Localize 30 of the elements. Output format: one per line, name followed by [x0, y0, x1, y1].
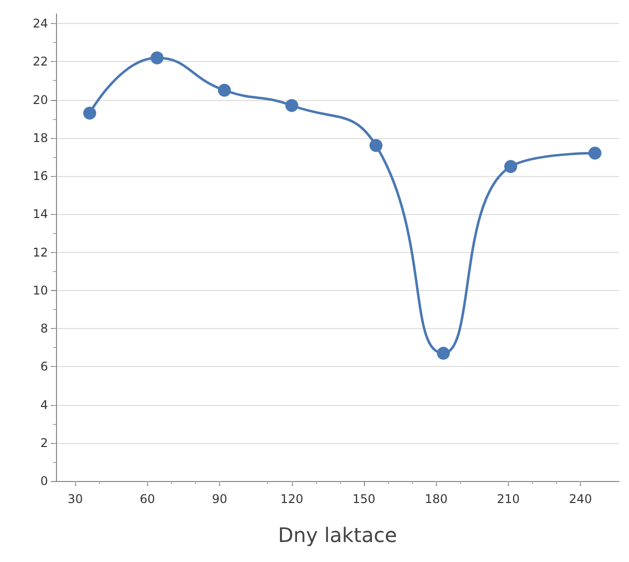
y-tick-label: 0 [40, 474, 48, 488]
x-tick-label: 180 [424, 492, 448, 506]
x-tick-label: 90 [212, 492, 228, 506]
y-tick-label: 16 [32, 169, 48, 184]
y-tick-label: 24 [32, 16, 48, 31]
point [150, 51, 164, 64]
y-tick-label: 10 [32, 283, 48, 298]
y-tick-label: 18 [32, 130, 48, 145]
y-tick-label: 8 [40, 322, 48, 336]
point [588, 146, 602, 160]
point [83, 106, 96, 120]
y-tick-label: 14 [32, 207, 48, 222]
y-tick-label: 2 [40, 436, 48, 450]
y-tick-label: 22 [32, 54, 48, 69]
y-tick-label: 20 [32, 92, 48, 107]
point [370, 139, 382, 152]
point [285, 98, 298, 112]
y-tick-label: 4 [40, 398, 48, 412]
point [218, 84, 231, 97]
point [436, 346, 450, 360]
x-tick-label: 120 [280, 492, 304, 506]
x-tick-label: 150 [352, 492, 376, 506]
point [504, 160, 518, 173]
x-tick-label: 60 [140, 492, 156, 506]
x-tick-label: 210 [496, 492, 520, 506]
x-axis-title: Dny laktace [278, 523, 398, 547]
y-tick-label: 6 [40, 360, 48, 374]
x-tick-label: 240 [569, 492, 592, 506]
x-tick-label: 30 [68, 492, 83, 506]
y-tick-label: 12 [32, 245, 48, 260]
